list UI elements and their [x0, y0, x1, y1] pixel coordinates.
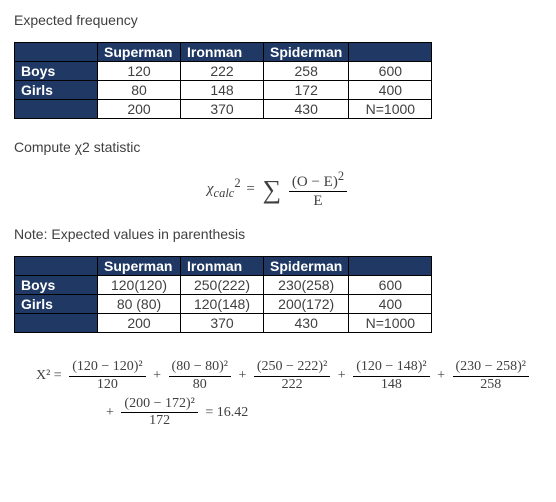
- plus-icon: +: [336, 368, 348, 383]
- col-total: 370: [181, 100, 264, 119]
- cell: 230(258): [264, 276, 349, 295]
- table-corner: [15, 43, 98, 62]
- cell: 148: [181, 81, 264, 100]
- calc-term: (120 − 120)²120: [69, 359, 145, 394]
- cell: 172: [264, 81, 349, 100]
- table-corner: [15, 257, 98, 276]
- cell: 120: [98, 62, 181, 81]
- row-label: Boys: [15, 276, 98, 295]
- row-total: 600: [349, 276, 432, 295]
- col-header: Ironman: [181, 43, 264, 62]
- heading-compute-chi2: Compute χ2 statistic: [14, 139, 542, 155]
- row-total: 600: [349, 62, 432, 81]
- row-total: 400: [349, 295, 432, 314]
- calc-result: = 16.42: [203, 405, 250, 420]
- cell: 222: [181, 62, 264, 81]
- table-observed-expected: Superman Ironman Spiderman Boys 120(120)…: [14, 256, 432, 333]
- col-total: 200: [98, 314, 181, 333]
- table-corner: [349, 43, 432, 62]
- cell: 120(148): [181, 295, 264, 314]
- cell: 80: [98, 81, 181, 100]
- calc-term: (80 − 80)²80: [169, 359, 231, 394]
- calc-term: (250 − 222)²222: [254, 359, 330, 394]
- calc-lhs: X² =: [34, 368, 64, 383]
- plus-icon: +: [236, 368, 248, 383]
- plus-icon: +: [104, 405, 116, 420]
- cell: 80 (80): [98, 295, 181, 314]
- calc-term: (120 − 148)²148: [353, 359, 429, 394]
- chi2-formula: χcalc2 = ∑ (O − E)2 E: [14, 169, 542, 210]
- heading-note: Note: Expected values in parenthesis: [14, 226, 542, 242]
- plus-icon: +: [151, 368, 163, 383]
- row-label: Girls: [15, 81, 98, 100]
- cell: 250(222): [181, 276, 264, 295]
- cell: 120(120): [98, 276, 181, 295]
- row-total: 400: [349, 81, 432, 100]
- formula-eq: =: [244, 181, 256, 197]
- col-header: Superman: [98, 43, 181, 62]
- col-header: Ironman: [181, 257, 264, 276]
- row-label: Girls: [15, 295, 98, 314]
- sigma-icon: ∑: [263, 175, 282, 205]
- formula-fraction: (O − E)2 E: [289, 169, 347, 210]
- formula-lhs-sub: calc: [214, 186, 235, 200]
- row-label: Boys: [15, 62, 98, 81]
- cell: 258: [264, 62, 349, 81]
- formula-den: E: [289, 192, 347, 210]
- col-total: 430: [264, 100, 349, 119]
- table-corner: [15, 100, 98, 119]
- table-corner: [15, 314, 98, 333]
- formula-lhs-base: χ: [207, 181, 214, 197]
- col-total: 200: [98, 100, 181, 119]
- chi2-calculation: X² = (120 − 120)²120 + (80 − 80)²80 + (2…: [34, 359, 542, 430]
- formula-lhs-sup: 2: [234, 176, 240, 190]
- heading-expected-frequency: Expected frequency: [14, 12, 542, 28]
- table-expected-frequency: Superman Ironman Spiderman Boys 120 222 …: [14, 42, 432, 119]
- grand-total: N=1000: [349, 314, 432, 333]
- col-total: 370: [181, 314, 264, 333]
- cell: 200(172): [264, 295, 349, 314]
- col-header: Superman: [98, 257, 181, 276]
- formula-num: (O − E): [292, 174, 338, 190]
- calc-term: (200 − 172)²172: [121, 396, 197, 431]
- formula-num-sup: 2: [338, 169, 344, 183]
- grand-total: N=1000: [349, 100, 432, 119]
- table-corner: [349, 257, 432, 276]
- col-header: Spiderman: [264, 43, 349, 62]
- col-header: Spiderman: [264, 257, 349, 276]
- calc-term: (230 − 258)²258: [453, 359, 529, 394]
- plus-icon: +: [435, 368, 447, 383]
- col-total: 430: [264, 314, 349, 333]
